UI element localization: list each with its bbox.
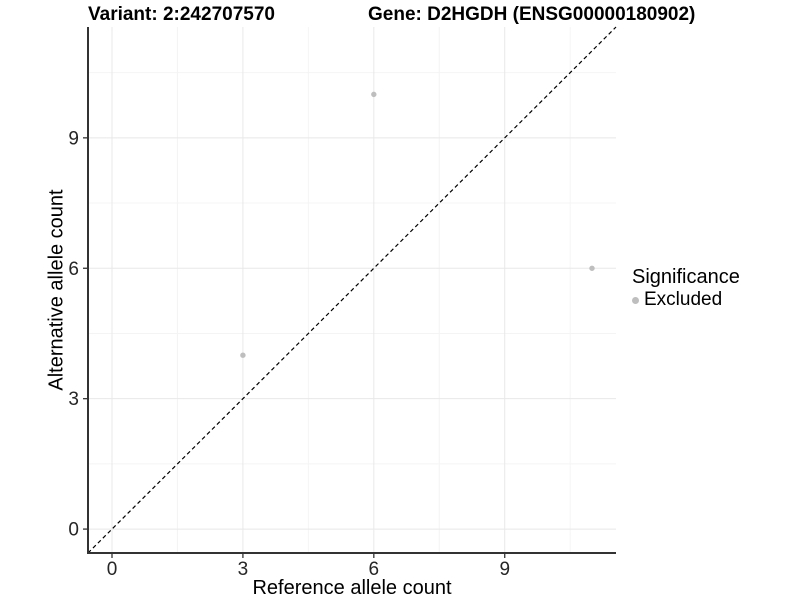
y-tick-label: 9 (68, 128, 79, 149)
data-point (240, 353, 245, 358)
data-point (589, 266, 594, 271)
y-tick-label: 3 (68, 389, 79, 410)
legend-title: Significance (632, 266, 740, 289)
legend-item-excluded: Excluded (632, 289, 740, 311)
legend-item-label: Excluded (644, 289, 722, 311)
identity-reference-line (88, 27, 616, 553)
y-tick-label: 0 (68, 520, 79, 541)
x-axis-title: Reference allele count (252, 577, 451, 600)
data-point (371, 92, 376, 97)
scatter-plot-figure: Variant: 2:242707570 Gene: D2HGDH (ENSG0… (0, 0, 800, 600)
x-tick-label: 0 (107, 559, 118, 580)
legend: Significance Excluded (632, 266, 740, 311)
y-tick-label: 6 (68, 259, 79, 280)
legend-key-dot-icon (632, 297, 639, 304)
x-tick-label: 9 (499, 559, 510, 580)
y-axis-title: Alternative allele count (46, 189, 69, 390)
x-tick-label: 3 (238, 559, 249, 580)
